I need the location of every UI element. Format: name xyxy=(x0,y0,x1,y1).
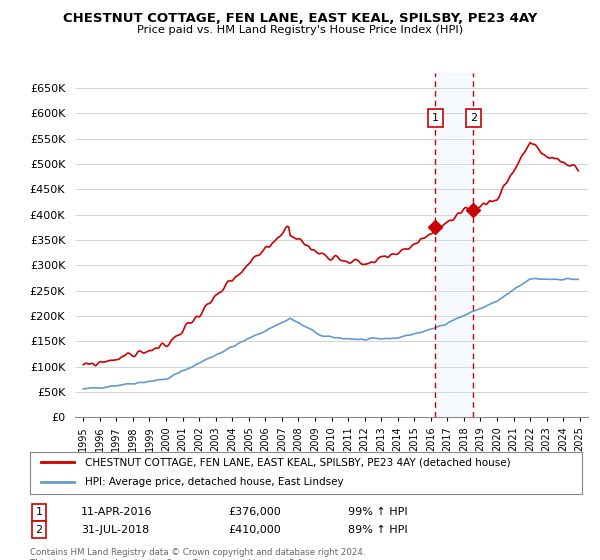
Text: 2: 2 xyxy=(35,525,43,535)
Text: 2: 2 xyxy=(470,113,477,123)
Text: 11-APR-2016: 11-APR-2016 xyxy=(81,507,152,517)
Text: 1: 1 xyxy=(432,113,439,123)
Text: 99% ↑ HPI: 99% ↑ HPI xyxy=(348,507,407,517)
Text: 1: 1 xyxy=(35,507,43,517)
Text: £376,000: £376,000 xyxy=(228,507,281,517)
Text: £410,000: £410,000 xyxy=(228,525,281,535)
Text: 31-JUL-2018: 31-JUL-2018 xyxy=(81,525,149,535)
Text: Contains HM Land Registry data © Crown copyright and database right 2024.
This d: Contains HM Land Registry data © Crown c… xyxy=(30,548,365,560)
Text: 89% ↑ HPI: 89% ↑ HPI xyxy=(348,525,407,535)
Text: CHESTNUT COTTAGE, FEN LANE, EAST KEAL, SPILSBY, PE23 4AY: CHESTNUT COTTAGE, FEN LANE, EAST KEAL, S… xyxy=(63,12,537,25)
Bar xyxy=(435,73,473,417)
Text: HPI: Average price, detached house, East Lindsey: HPI: Average price, detached house, East… xyxy=(85,477,344,487)
Text: CHESTNUT COTTAGE, FEN LANE, EAST KEAL, SPILSBY, PE23 4AY (detached house): CHESTNUT COTTAGE, FEN LANE, EAST KEAL, S… xyxy=(85,458,511,468)
Text: Price paid vs. HM Land Registry's House Price Index (HPI): Price paid vs. HM Land Registry's House … xyxy=(137,25,463,35)
